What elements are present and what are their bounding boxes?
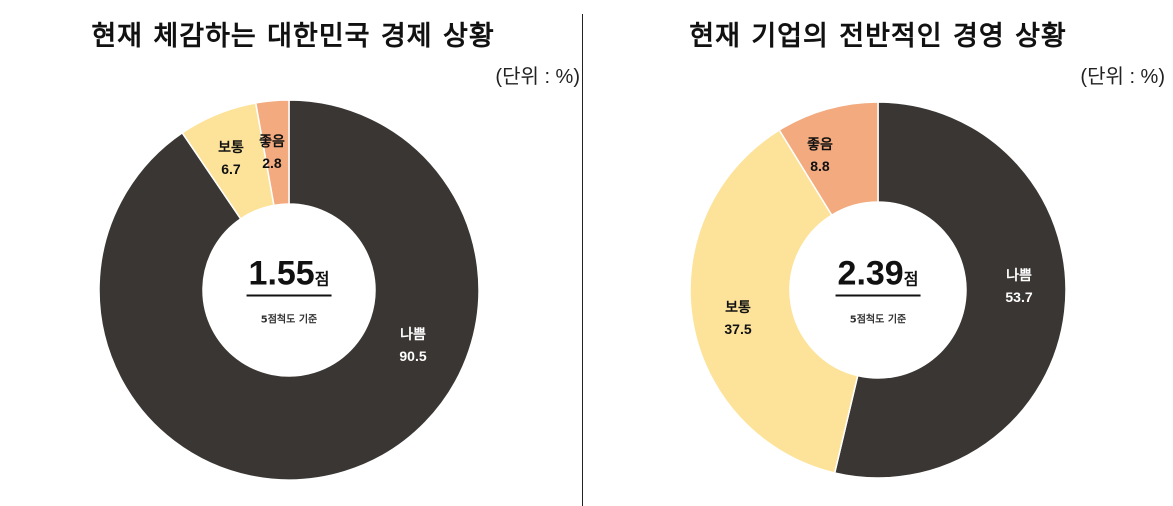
segment-name: 나쁨 bbox=[400, 326, 426, 342]
panel-divider bbox=[582, 14, 583, 506]
chart-panel-business: 현재 기업의 전반적인 경영 상황 (단위 : %) 나쁨 53.7 보통 37… bbox=[583, 0, 1173, 506]
donut-segment-0 bbox=[833, 101, 1067, 479]
chart-panel-economy: 현재 체감하는 대한민국 경제 상황 (단위 : %) 나쁨 90.5 보통 6… bbox=[0, 0, 582, 506]
segment-label-normal: 보통 37.5 bbox=[724, 296, 751, 340]
scale-note: 5점척도 기준 bbox=[849, 314, 907, 326]
segment-label-good: 좋음 8.8 bbox=[807, 133, 833, 177]
chart-title: 현재 체감하는 대한민국 경제 상황 bbox=[91, 21, 495, 52]
center-summary: 2.39점 5점척도 기준 bbox=[835, 254, 921, 326]
donut-segment-0 bbox=[98, 99, 480, 481]
donut-chart bbox=[689, 101, 1067, 479]
donut-segment-2 bbox=[778, 101, 879, 217]
score-value: 2.39 bbox=[837, 254, 904, 293]
segment-value: 8.8 bbox=[810, 158, 830, 174]
donut-segment-1 bbox=[689, 128, 859, 474]
segment-name: 좋음 bbox=[259, 133, 285, 149]
average-score: 2.39점 bbox=[835, 254, 921, 297]
segment-value: 6.7 bbox=[221, 161, 241, 177]
score-unit: 점 bbox=[314, 271, 330, 289]
segment-name: 나쁨 bbox=[1006, 267, 1032, 283]
score-unit: 점 bbox=[903, 271, 919, 289]
segment-name: 보통 bbox=[725, 299, 751, 315]
segment-name: 좋음 bbox=[807, 136, 833, 152]
segment-label-bad: 나쁨 90.5 bbox=[399, 323, 426, 367]
segment-value: 2.8 bbox=[262, 155, 282, 171]
segment-value: 90.5 bbox=[399, 348, 427, 364]
segment-label-good: 좋음 2.8 bbox=[259, 130, 285, 174]
segment-name: 보통 bbox=[218, 139, 244, 155]
unit-label: (단위 : %) bbox=[495, 66, 580, 88]
chart-title: 현재 기업의 전반적인 경영 상황 bbox=[689, 21, 1067, 52]
donut-segment-2 bbox=[254, 99, 290, 207]
segment-value: 53.7 bbox=[1005, 289, 1033, 305]
scale-note: 5점척도 기준 bbox=[260, 314, 318, 326]
segment-label-bad: 나쁨 53.7 bbox=[1005, 264, 1032, 308]
score-value: 1.55 bbox=[248, 254, 315, 293]
segment-label-normal: 보통 6.7 bbox=[218, 136, 244, 180]
center-summary: 1.55점 5점척도 기준 bbox=[246, 254, 332, 326]
segment-value: 37.5 bbox=[724, 321, 752, 337]
average-score: 1.55점 bbox=[246, 254, 332, 297]
donut-chart bbox=[98, 99, 480, 481]
unit-label: (단위 : %) bbox=[1080, 66, 1165, 88]
